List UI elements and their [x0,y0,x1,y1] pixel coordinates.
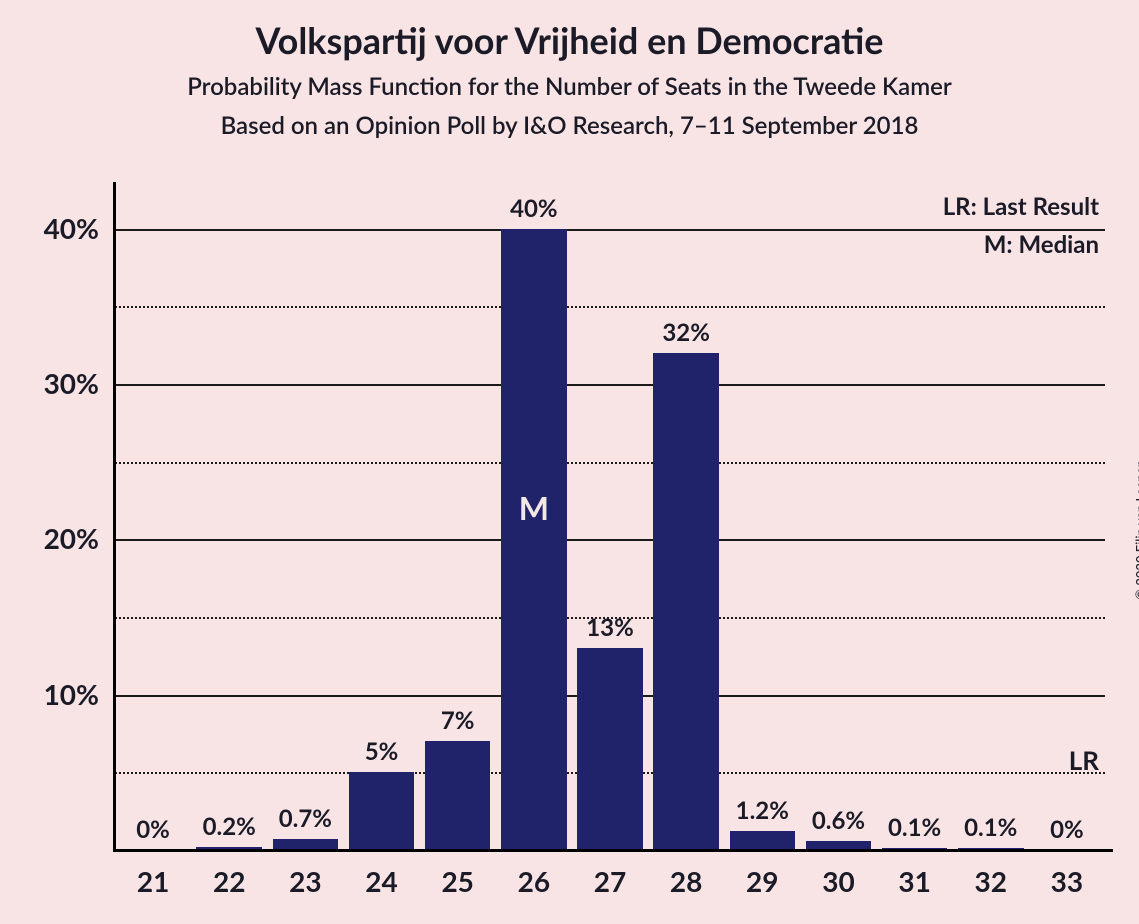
bar-value-label: 0% [115,815,191,844]
grid-major [115,229,1105,231]
bar-value-label: 0.7% [267,804,343,833]
bar [577,648,642,850]
bar-value-label: 7% [420,706,496,735]
x-tick-label: 25 [420,864,496,898]
x-tick-label: 27 [572,864,648,898]
median-marker: M [501,488,566,527]
bar [425,741,490,850]
lr-marker: LR [1069,744,1099,776]
bar [730,831,795,850]
bar-value-label: 5% [343,737,419,766]
grid-minor [115,306,1105,308]
x-tick-label: 33 [1029,864,1105,898]
titles-block: Volkspartij voor Vrijheid en Democratie … [0,18,1139,140]
x-tick-label: 30 [800,864,876,898]
bar [501,229,566,850]
x-axis [113,849,1113,852]
bar-value-label: 0.1% [877,813,953,842]
y-tick-label: 20% [0,521,99,555]
x-tick-label: 22 [191,864,267,898]
bar-value-label: 0.2% [191,812,267,841]
x-tick-label: 28 [648,864,724,898]
x-tick-label: 23 [267,864,343,898]
bar-value-label: 40% [496,194,572,223]
bar-value-label: 1.2% [724,796,800,825]
x-tick-label: 29 [724,864,800,898]
title-sub1: Probability Mass Function for the Number… [0,72,1139,101]
x-tick-label: 26 [496,864,572,898]
x-tick-label: 21 [115,864,191,898]
bar [349,772,414,850]
grid-major [115,539,1105,541]
bar [653,353,718,850]
bar-value-label: 0.1% [953,813,1029,842]
bar-value-label: 0% [1029,815,1105,844]
legend-lr: LR: Last Result [943,192,1099,221]
grid-major [115,384,1105,386]
y-tick-label: 10% [0,677,99,711]
title-sub2: Based on an Opinion Poll by I&O Research… [0,111,1139,140]
bar-value-label: 0.6% [800,806,876,835]
copyright-text: © 2020 Filip van Laenen [1133,460,1139,600]
y-axis [113,182,116,850]
grid-minor [115,462,1105,464]
y-tick-label: 40% [0,211,99,245]
bar-value-label: 13% [572,613,648,642]
plot-area: 10%20%30%40%0%210.2%220.7%235%247%2540%2… [115,190,1105,850]
title-main: Volkspartij voor Vrijheid en Democratie [0,18,1139,62]
x-tick-label: 32 [953,864,1029,898]
x-tick-label: 31 [877,864,953,898]
x-tick-label: 24 [343,864,419,898]
legend-m: M: Median [984,230,1099,259]
y-tick-label: 30% [0,366,99,400]
bar-value-label: 32% [648,318,724,347]
